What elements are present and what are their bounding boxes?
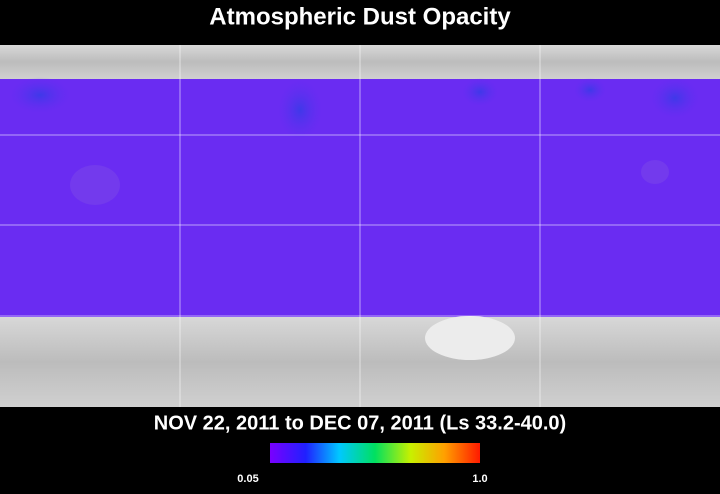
title: Atmospheric Dust Opacity [209, 3, 511, 30]
map [0, 45, 720, 407]
colorbar-label: 0.05 [237, 473, 258, 485]
opacity-patch [278, 80, 322, 140]
terrain-feature [425, 316, 515, 360]
date-range: NOV 22, 2011 to DEC 07, 2011 (Ls 33.2-40… [154, 412, 566, 434]
opacity-patch [574, 78, 606, 102]
terrain-feature [641, 160, 669, 184]
colorbar-label: 1.0 [472, 473, 487, 485]
opacity-patch [651, 78, 699, 118]
opacity-patch [10, 77, 70, 113]
terrain-feature [70, 165, 120, 205]
graticule [0, 45, 720, 407]
opacity-patch [462, 78, 498, 106]
colorbar [270, 443, 480, 463]
